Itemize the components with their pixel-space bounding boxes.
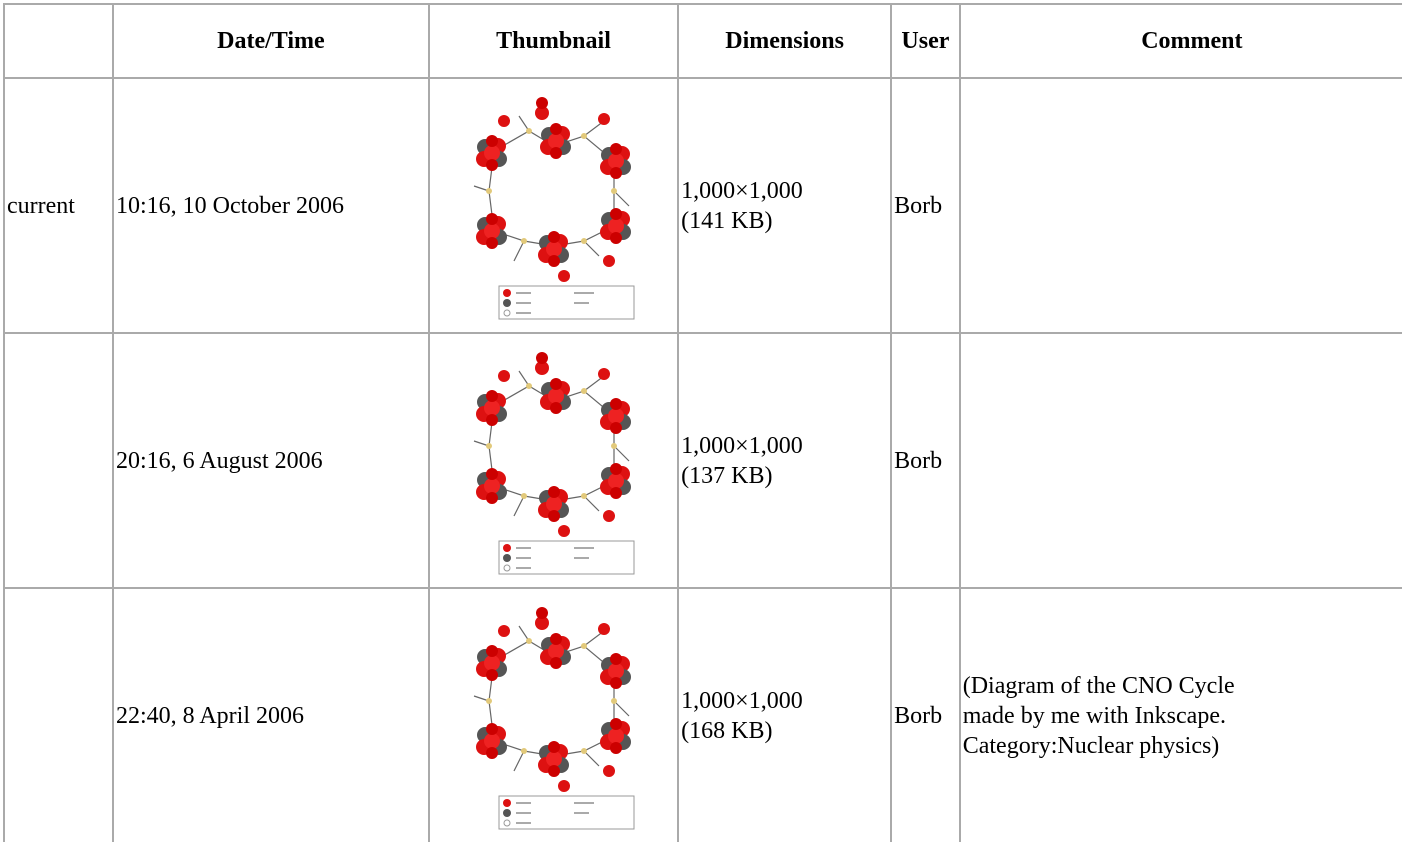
dimensions: 1,000×1,000: [681, 432, 803, 459]
history-row: 20:16, 6 August 2006 1,000×1,000 (137 KB) B…: [3, 332, 1402, 587]
dimensions: 1,000×1,000: [681, 687, 803, 714]
user-cell: Borb: [890, 332, 959, 587]
status-cell: [3, 332, 112, 587]
history-row: current 10:16, 10 October 2006 1,000×1,000…: [3, 77, 1402, 332]
status: current: [7, 192, 75, 219]
thumbnail[interactable]: [464, 91, 644, 321]
datetime-cell: 20:16, 6 August 2006: [111, 332, 428, 587]
status-cell: [3, 587, 112, 842]
thumbnail[interactable]: [464, 346, 644, 576]
comment-cell: [958, 77, 1402, 332]
header-row: Date/Time Thumbnail Dimensions User Comm…: [3, 3, 1402, 77]
user-link[interactable]: Borb: [894, 192, 943, 219]
header-cell: Comment: [958, 3, 1402, 77]
header-cell: Date/Time: [111, 3, 428, 77]
history-row: 22:40, 8 April 2006 1,000×1,000 (168 KB) Bo…: [3, 587, 1402, 842]
status-cell: current: [3, 77, 112, 332]
thumbnail[interactable]: [464, 601, 644, 831]
file-size: (141 KB): [681, 207, 773, 234]
thumbnail-cell: [427, 77, 678, 332]
comment: (Diagram of the CNO Cycle made by me wit…: [962, 672, 1235, 759]
datetime-cell: 22:40, 8 April 2006: [111, 587, 428, 842]
table-body: current 10:16, 10 October 2006 1,000×1,000…: [3, 77, 1402, 842]
file-size: (137 KB): [681, 462, 773, 489]
header-cell: User: [890, 3, 959, 77]
dimensions: 1,000×1,000: [681, 177, 803, 204]
comment-cell: (Diagram of the CNO Cycle made by me wit…: [958, 587, 1402, 842]
thumbnail-cell: [427, 332, 678, 587]
user-cell: Borb: [890, 587, 959, 842]
header-cell: [3, 3, 112, 77]
user-link[interactable]: Borb: [894, 447, 943, 474]
datetime-cell: 10:16, 10 October 2006: [111, 77, 428, 332]
datetime-link[interactable]: 22:40, 8 April 2006: [115, 702, 304, 729]
datetime-link[interactable]: 20:16, 6 August 2006: [115, 447, 323, 474]
file-size: (168 KB): [681, 717, 773, 744]
file-history-table: Date/Time Thumbnail Dimensions User Comm…: [3, 3, 1402, 842]
dimensions-cell: 1,000×1,000 (168 KB): [677, 587, 891, 842]
user-link[interactable]: Borb: [894, 702, 943, 729]
header-cell: Dimensions: [677, 3, 891, 77]
page: Date/Time Thumbnail Dimensions User Comm…: [3, 3, 1402, 842]
comment-cell: [958, 332, 1402, 587]
dimensions-cell: 1,000×1,000 (137 KB): [677, 332, 891, 587]
dimensions-cell: 1,000×1,000 (141 KB): [677, 77, 891, 332]
header-cell: Thumbnail: [427, 3, 678, 77]
thumbnail-cell: [427, 587, 678, 842]
user-cell: Borb: [890, 77, 959, 332]
datetime-link[interactable]: 10:16, 10 October 2006: [115, 192, 344, 219]
